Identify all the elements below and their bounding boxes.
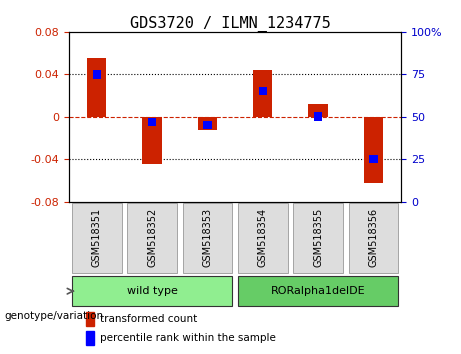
Bar bbox=[259, 87, 267, 96]
Text: GSM518353: GSM518353 bbox=[202, 208, 213, 267]
Bar bbox=[86, 331, 94, 345]
Bar bbox=[308, 104, 328, 117]
Text: GDS3720 / ILMN_1234775: GDS3720 / ILMN_1234775 bbox=[130, 16, 331, 32]
FancyBboxPatch shape bbox=[349, 203, 398, 273]
Bar bbox=[203, 121, 212, 130]
Bar bbox=[369, 155, 378, 163]
Text: percentile rank within the sample: percentile rank within the sample bbox=[100, 333, 276, 343]
Bar bbox=[142, 117, 162, 164]
Bar bbox=[253, 70, 272, 117]
Text: transformed count: transformed count bbox=[100, 314, 197, 324]
FancyBboxPatch shape bbox=[72, 203, 122, 273]
Bar bbox=[87, 58, 106, 117]
Text: GSM518355: GSM518355 bbox=[313, 208, 323, 268]
FancyBboxPatch shape bbox=[238, 203, 288, 273]
Text: GSM518354: GSM518354 bbox=[258, 208, 268, 267]
FancyBboxPatch shape bbox=[238, 276, 398, 307]
FancyBboxPatch shape bbox=[72, 276, 232, 307]
Text: genotype/variation: genotype/variation bbox=[5, 311, 104, 321]
Bar bbox=[364, 117, 383, 183]
Bar bbox=[198, 117, 217, 131]
Bar bbox=[148, 118, 156, 126]
Text: GSM518351: GSM518351 bbox=[92, 208, 102, 267]
FancyBboxPatch shape bbox=[127, 203, 177, 273]
Text: RORalpha1delDE: RORalpha1delDE bbox=[271, 286, 366, 296]
FancyBboxPatch shape bbox=[183, 203, 232, 273]
Bar bbox=[86, 312, 94, 326]
Text: GSM518356: GSM518356 bbox=[368, 208, 378, 267]
Bar bbox=[93, 70, 101, 79]
Text: GSM518352: GSM518352 bbox=[147, 208, 157, 268]
Bar bbox=[314, 113, 322, 121]
FancyBboxPatch shape bbox=[293, 203, 343, 273]
Text: wild type: wild type bbox=[127, 286, 177, 296]
